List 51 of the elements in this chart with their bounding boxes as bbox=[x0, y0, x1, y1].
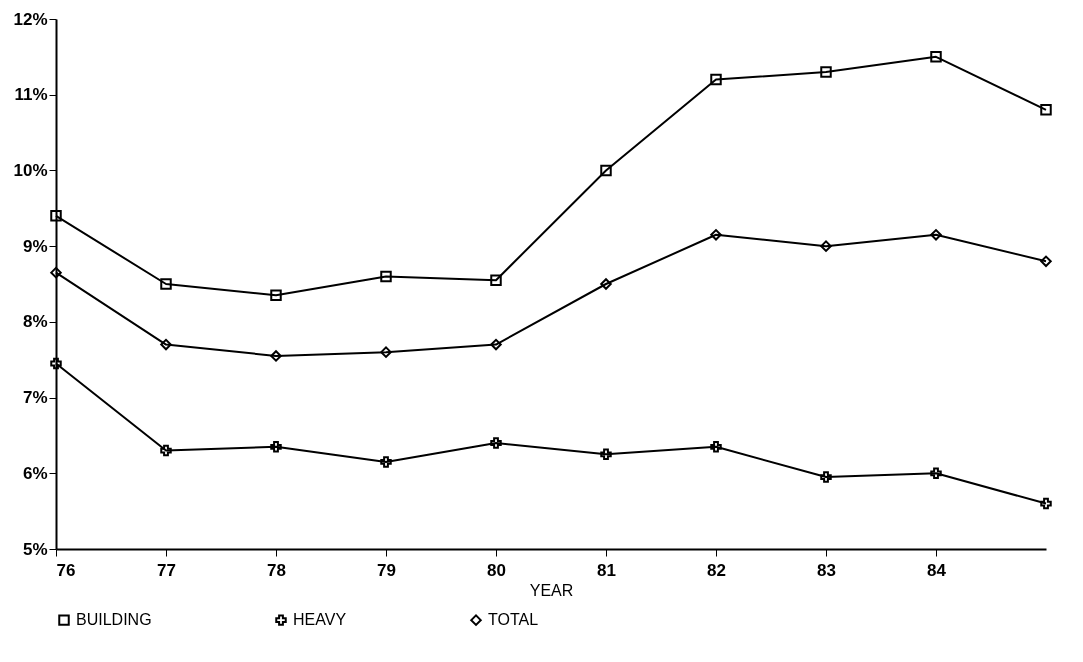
point bbox=[1040, 104, 1052, 116]
point bbox=[50, 210, 62, 222]
y-tick-label: 12% bbox=[13, 9, 48, 29]
point bbox=[380, 270, 392, 283]
x-tick-label: 77 bbox=[157, 560, 176, 580]
point bbox=[930, 51, 942, 63]
point bbox=[600, 278, 612, 290]
point bbox=[600, 164, 612, 177]
x-tick-label: 82 bbox=[707, 560, 726, 580]
point bbox=[490, 437, 502, 449]
y-tick-label: 8% bbox=[22, 312, 48, 332]
y-tick-label: 5% bbox=[22, 539, 48, 559]
point bbox=[160, 338, 172, 351]
point bbox=[50, 266, 62, 279]
point bbox=[380, 456, 392, 468]
point bbox=[50, 357, 62, 370]
x-tick-label: 80 bbox=[487, 560, 506, 580]
x-tick-label: 76 bbox=[56, 560, 76, 580]
point bbox=[490, 338, 502, 351]
y-tick-label: 6% bbox=[22, 463, 48, 483]
point bbox=[710, 73, 722, 86]
y-tick-label: 10% bbox=[13, 160, 48, 180]
x-axis-title: YEAR bbox=[529, 581, 574, 599]
point bbox=[270, 441, 282, 453]
x-tick-label: 79 bbox=[377, 560, 396, 580]
point bbox=[490, 274, 502, 286]
point bbox=[930, 229, 942, 241]
legend-label: BUILDING bbox=[76, 611, 152, 629]
point bbox=[270, 289, 282, 302]
x-tick-label: 81 bbox=[597, 560, 616, 580]
point bbox=[820, 471, 832, 483]
point bbox=[1040, 255, 1052, 268]
point bbox=[160, 278, 172, 290]
point bbox=[380, 346, 392, 358]
x-tick-label: 83 bbox=[817, 560, 836, 580]
point bbox=[820, 66, 832, 78]
point bbox=[1040, 497, 1052, 510]
point bbox=[930, 467, 942, 480]
legend-label: TOTAL bbox=[488, 611, 539, 629]
point bbox=[600, 448, 612, 461]
y-tick-label: 7% bbox=[22, 388, 48, 408]
point bbox=[710, 441, 722, 453]
point bbox=[820, 240, 832, 252]
y-tick-label: 9% bbox=[22, 236, 48, 256]
x-tick-label: 78 bbox=[267, 560, 286, 580]
point bbox=[270, 350, 282, 362]
point bbox=[160, 444, 172, 457]
x-tick-label: 84 bbox=[927, 560, 947, 580]
point bbox=[710, 229, 722, 241]
y-tick-label: 11% bbox=[14, 85, 48, 105]
legend-label: HEAVY bbox=[293, 611, 347, 629]
